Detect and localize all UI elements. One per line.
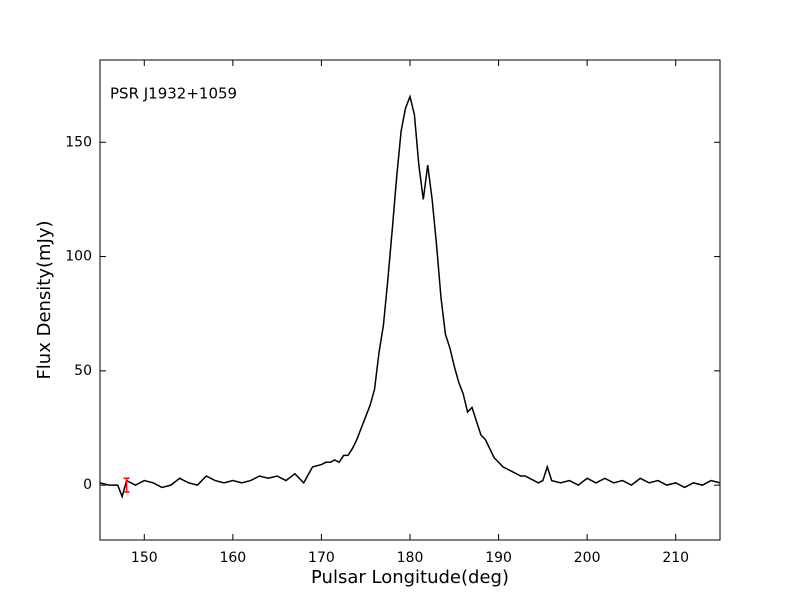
data-line xyxy=(99,94,721,499)
y-axis-title: Flux Density(mJy) xyxy=(34,220,55,379)
x-tick-label: 200 xyxy=(574,550,601,566)
annotation: PSR J1932+1059 xyxy=(110,85,237,103)
x-tick-label: 180 xyxy=(397,550,424,566)
x-tick-label: 170 xyxy=(308,550,335,566)
y-tick-label: 150 xyxy=(65,134,92,150)
y-tick-label: 100 xyxy=(65,249,92,265)
plot-frame xyxy=(99,59,721,541)
x-axis-title: Pulsar Longitude(deg) xyxy=(311,567,509,588)
x-tick-label: 150 xyxy=(131,550,158,566)
y-tick-label: 0 xyxy=(83,477,92,493)
x-tick-label: 160 xyxy=(219,550,246,566)
x-tick-label: 190 xyxy=(485,550,512,566)
error-bar xyxy=(123,477,130,493)
x-tick-label: 210 xyxy=(662,550,689,566)
y-tick-label: 50 xyxy=(74,363,92,379)
